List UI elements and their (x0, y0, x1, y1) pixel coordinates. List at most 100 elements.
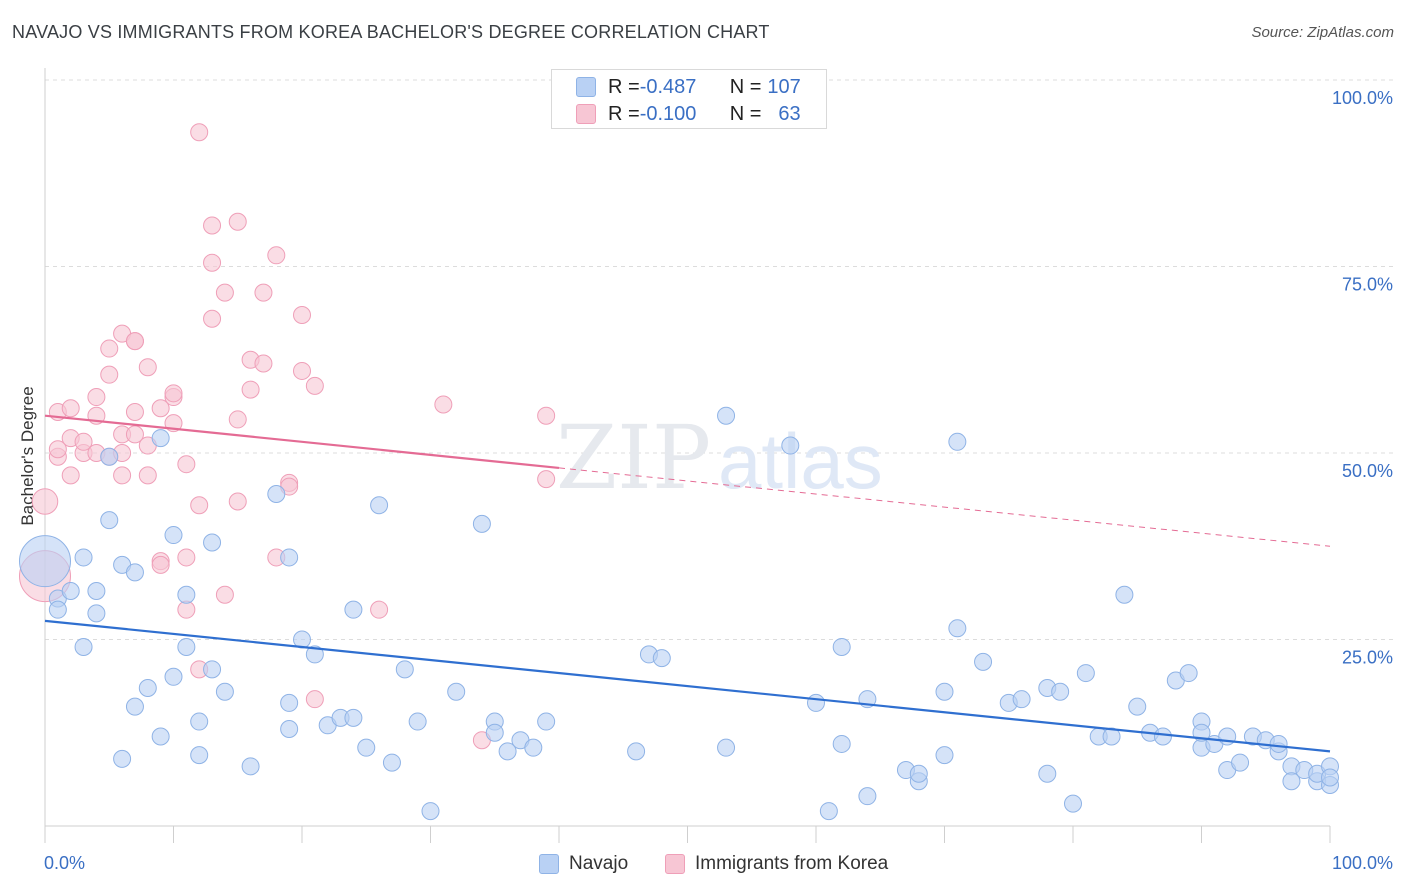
navajo-point (1051, 682, 1070, 701)
korea-point (48, 440, 67, 459)
navajo-point (305, 645, 324, 664)
navajo-point (1064, 794, 1082, 813)
korea-point (267, 246, 286, 265)
korea-point (305, 376, 324, 395)
korea-point (61, 399, 80, 418)
korea-point (254, 283, 273, 302)
korea-point (61, 466, 80, 485)
navajo-point (190, 712, 209, 731)
navajo-point (280, 548, 299, 567)
navajo-point (935, 682, 954, 701)
korea-point (293, 361, 311, 380)
legend-item-korea[interactable]: Immigrants from Korea (665, 852, 888, 876)
korea-point (151, 399, 170, 418)
navajo-point (177, 637, 196, 656)
korea-point (138, 466, 157, 485)
x-tick-label: 0.0% (44, 853, 85, 873)
navajo-point (1231, 753, 1250, 772)
navajo-point (190, 746, 209, 765)
korea-point (305, 690, 324, 709)
navajo-point (948, 619, 967, 638)
korea-point (434, 395, 453, 414)
navajo-point (807, 693, 825, 712)
y-tick-label: 25.0% (1342, 648, 1393, 668)
korea-point (370, 600, 389, 619)
legend-item-navajo[interactable]: Navajo (539, 852, 628, 876)
navajo-point (357, 738, 376, 757)
y-tick-label: 50.0% (1342, 461, 1393, 481)
navajo-point (203, 660, 222, 679)
navajo-point (421, 802, 440, 821)
korea-point (125, 402, 144, 421)
korea-point (215, 585, 234, 604)
korea-point (537, 470, 556, 489)
navajo-point (151, 429, 170, 448)
navajo-point (948, 432, 967, 451)
korea-point (190, 496, 209, 515)
n-value: 107 (767, 75, 801, 98)
watermark-atlas: atlas (718, 417, 883, 505)
korea-legend-label: Immigrants from Korea (695, 853, 889, 874)
navajo-point (100, 511, 119, 530)
navajo-point (524, 738, 543, 757)
korea-trend-line (44, 414, 560, 470)
r-label: R = (608, 75, 640, 98)
navajo-point (498, 742, 517, 761)
navajo-point (241, 757, 260, 776)
r-label: R = (608, 102, 640, 125)
n-label: N = (729, 102, 762, 125)
navajo-point (909, 764, 928, 783)
navajo-point (19, 535, 71, 588)
navajo-point (74, 637, 93, 656)
navajo-point (1282, 772, 1301, 791)
korea-swatch (576, 104, 596, 124)
navajo-point (164, 526, 183, 545)
navajo-point (87, 604, 106, 623)
navajo-point (974, 652, 993, 671)
stats-legend: R = -0.487 N = 107 R = -0.100 N = 63 (551, 69, 827, 129)
navajo-point (408, 712, 427, 731)
korea-point (537, 406, 556, 425)
chart-title: NAVAJO VS IMMIGRANTS FROM KOREA BACHELOR… (12, 22, 770, 42)
navajo-point (1012, 690, 1031, 709)
korea-point (177, 455, 196, 474)
navajo-point (344, 600, 363, 619)
korea-point (177, 548, 196, 567)
navajo-point (280, 693, 299, 712)
navajo-point (203, 533, 222, 552)
navajo-legend-label: Navajo (569, 853, 629, 874)
navajo-point (1076, 664, 1095, 683)
navajo-point (1153, 727, 1172, 746)
korea-point (203, 309, 222, 328)
stats-row-navajo: R = -0.487 N = 107 (576, 76, 801, 98)
navajo-point (1179, 664, 1198, 683)
korea-point (125, 332, 144, 351)
korea-point (190, 123, 209, 142)
korea-point (228, 410, 247, 429)
r-value: -0.487 (639, 75, 697, 98)
axes (44, 68, 1331, 843)
navajo-point (832, 637, 851, 656)
navajo-point (74, 548, 93, 567)
n-value: 63 (778, 102, 801, 125)
navajo-trend-line (44, 619, 1331, 753)
navajo-point (100, 447, 119, 466)
korea-legend-swatch (665, 854, 685, 874)
navajo-point (537, 712, 556, 731)
navajo-point (832, 734, 851, 753)
korea-point (113, 466, 132, 485)
navajo-point (61, 582, 80, 601)
korea-point (87, 388, 106, 407)
korea-point (151, 555, 170, 574)
korea-trend-line-extension (558, 467, 1331, 547)
korea-point (203, 253, 222, 272)
korea-point (215, 283, 234, 302)
navajo-point (164, 667, 183, 686)
navajo-point (819, 802, 838, 821)
navajo-point (1102, 727, 1121, 746)
navajo-point (177, 585, 196, 604)
watermark-zip: ZIP (556, 406, 711, 509)
navajo-point (935, 746, 954, 765)
korea-point (100, 339, 119, 358)
navajo-point (215, 682, 234, 701)
